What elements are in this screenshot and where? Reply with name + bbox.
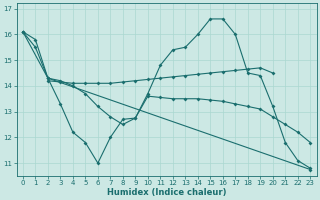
X-axis label: Humidex (Indice chaleur): Humidex (Indice chaleur) — [107, 188, 226, 197]
